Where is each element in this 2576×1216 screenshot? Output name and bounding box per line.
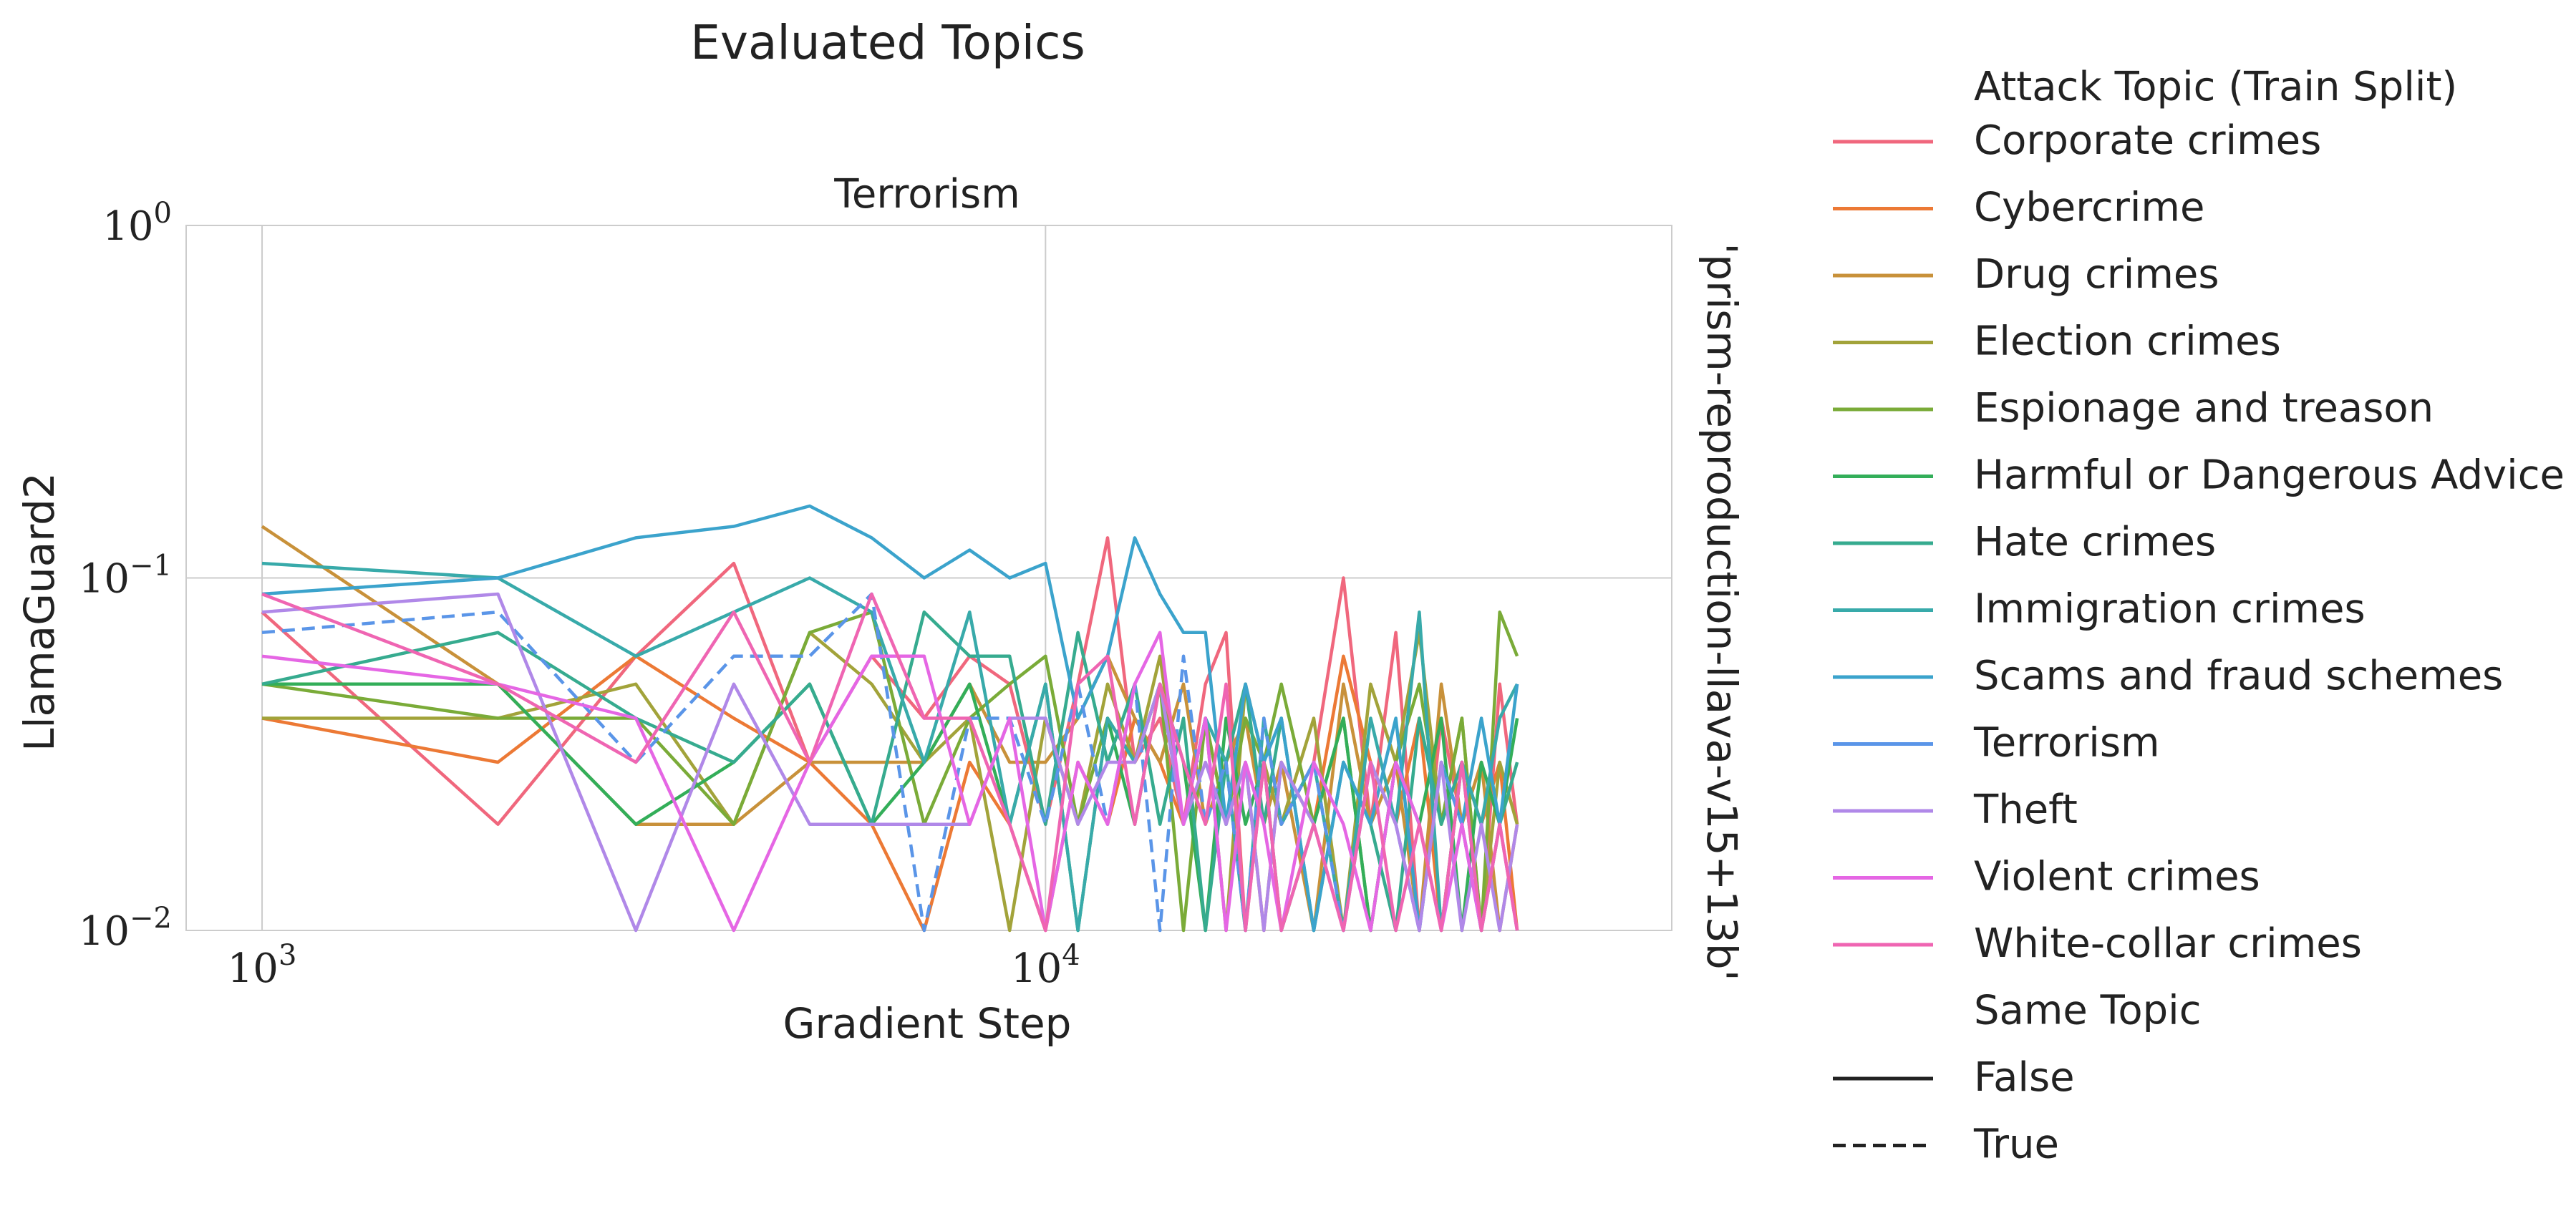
legend-label-11: Violent crimes <box>1974 854 2260 900</box>
legend-label-1: Cybercrime <box>1974 185 2204 231</box>
plot-area <box>185 225 1672 931</box>
legend-label-10: Theft <box>1973 787 2078 833</box>
legend-label-12: White-collar crimes <box>1974 920 2362 967</box>
legend-label-0: Corporate crimes <box>1974 117 2321 164</box>
x-tick-label-0: 103 <box>228 939 297 992</box>
legend-label-9: Terrorism <box>1973 720 2160 767</box>
series-line-2 <box>261 525 1519 933</box>
x-ticks: 103 104 <box>228 939 1080 992</box>
x-axis-label: Gradient Step <box>783 999 1072 1048</box>
legend-label-6: Hate crimes <box>1974 519 2216 565</box>
subplot-title: Terrorism <box>833 171 1020 218</box>
legend-label-7: Immigration crimes <box>1974 586 2366 633</box>
legend: Attack Topic (Train Split) Corporate cri… <box>1833 64 2565 1168</box>
series-lines <box>261 504 1519 933</box>
legend-style-label-0: False <box>1974 1054 2075 1101</box>
legend-label-2: Drug crimes <box>1974 251 2219 298</box>
legend-style-title: Same Topic <box>1974 988 2202 1034</box>
legend-label-3: Election crimes <box>1974 318 2281 365</box>
y-ticks: 100 10−1 10−2 <box>79 197 172 955</box>
legend-hue-title: Attack Topic (Train Split) <box>1974 64 2457 110</box>
legend-label-8: Scams and fraud schemes <box>1974 653 2503 699</box>
x-tick-label-1: 104 <box>1011 939 1080 992</box>
row-label: 'prism-reproduction-llava-v15+13b' <box>1698 243 1746 981</box>
figure-title: Evaluated Topics <box>690 15 1085 70</box>
y-tick-label-2: 10−2 <box>79 902 172 955</box>
y-axis-label: LlamaGuard2 <box>15 472 64 752</box>
plot-frame <box>185 225 1672 931</box>
legend-label-4: Espionage and treason <box>1974 385 2434 432</box>
legend-style-label-1: True <box>1973 1122 2059 1168</box>
y-tick-label-0: 100 <box>102 197 172 250</box>
legend-label-5: Harmful or Dangerous Advice <box>1974 452 2565 499</box>
series-line-12 <box>261 592 1519 933</box>
y-tick-label-1: 10−1 <box>79 550 172 603</box>
series-line-6 <box>261 610 1519 933</box>
